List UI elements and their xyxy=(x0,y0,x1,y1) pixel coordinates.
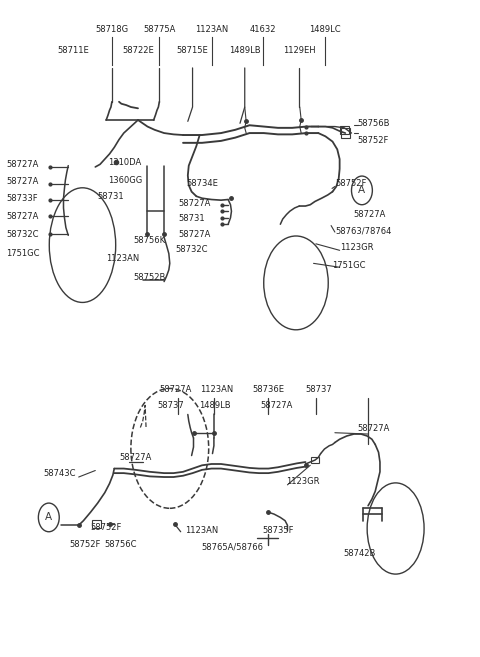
Text: 1123AN: 1123AN xyxy=(200,384,233,394)
Text: 1360GG: 1360GG xyxy=(108,176,143,185)
Text: A: A xyxy=(359,185,365,195)
Text: 58752F: 58752F xyxy=(69,539,101,549)
Text: 58727A: 58727A xyxy=(354,210,386,219)
Text: 1751GC: 1751GC xyxy=(333,261,366,270)
Text: 58727A: 58727A xyxy=(179,229,211,238)
Text: 58727A: 58727A xyxy=(7,160,39,169)
Text: 58732C: 58732C xyxy=(7,229,39,238)
Text: 58731: 58731 xyxy=(97,193,124,202)
Text: 1489LC: 1489LC xyxy=(310,25,341,34)
Text: 1123GR: 1123GR xyxy=(340,243,373,252)
Text: 1129EH: 1129EH xyxy=(283,46,316,55)
Text: 58756K: 58756K xyxy=(133,236,166,245)
Text: 58737: 58737 xyxy=(157,401,184,410)
Text: 58736E: 58736E xyxy=(253,384,285,394)
Text: 58727A: 58727A xyxy=(358,424,390,433)
Text: 1751GC: 1751GC xyxy=(7,249,40,258)
Text: 58722E: 58722E xyxy=(122,46,154,55)
Text: 58743C: 58743C xyxy=(43,469,76,478)
Text: 58734E: 58734E xyxy=(187,179,219,189)
Text: 58727A: 58727A xyxy=(119,453,151,462)
Text: 58727A: 58727A xyxy=(260,401,292,410)
Text: 58735F: 58735F xyxy=(263,526,294,535)
Text: 58727A: 58727A xyxy=(179,199,211,208)
Text: 58765A/58766: 58765A/58766 xyxy=(201,542,263,551)
Text: 58711E: 58711E xyxy=(57,46,89,55)
Bar xyxy=(341,128,349,138)
Text: 58727A: 58727A xyxy=(7,177,39,187)
Text: A: A xyxy=(45,512,52,522)
Text: 1123AN: 1123AN xyxy=(185,526,219,535)
Text: 58742B: 58742B xyxy=(343,549,376,558)
Text: 58752B: 58752B xyxy=(133,273,166,282)
Text: 58752F: 58752F xyxy=(358,136,389,145)
Text: 1489LB: 1489LB xyxy=(229,46,261,55)
Text: 58727A: 58727A xyxy=(7,212,39,221)
Text: 58756C: 58756C xyxy=(105,539,137,549)
Bar xyxy=(93,520,101,528)
Text: 58718G: 58718G xyxy=(96,25,129,34)
Text: 58715E: 58715E xyxy=(177,46,208,55)
Text: 58733F: 58733F xyxy=(7,194,38,203)
Text: 58775A: 58775A xyxy=(143,25,176,34)
Text: 58756B: 58756B xyxy=(358,119,390,128)
Text: 58763/78764: 58763/78764 xyxy=(335,227,391,235)
Text: 41632: 41632 xyxy=(250,25,276,34)
Text: 1310DA: 1310DA xyxy=(108,158,141,167)
Text: 58731: 58731 xyxy=(179,214,205,223)
Text: 1123AN: 1123AN xyxy=(195,25,228,34)
Bar xyxy=(312,457,319,463)
Text: 58732C: 58732C xyxy=(175,244,207,254)
Text: 1123AN: 1123AN xyxy=(106,254,140,263)
Text: 58737: 58737 xyxy=(305,384,332,394)
Text: 1489LB: 1489LB xyxy=(199,401,230,410)
Text: 58752F: 58752F xyxy=(91,523,122,532)
Text: 58727A: 58727A xyxy=(159,384,192,394)
Text: 58752F: 58752F xyxy=(335,179,366,189)
Bar xyxy=(340,126,348,134)
Text: 1123GR: 1123GR xyxy=(287,477,320,486)
